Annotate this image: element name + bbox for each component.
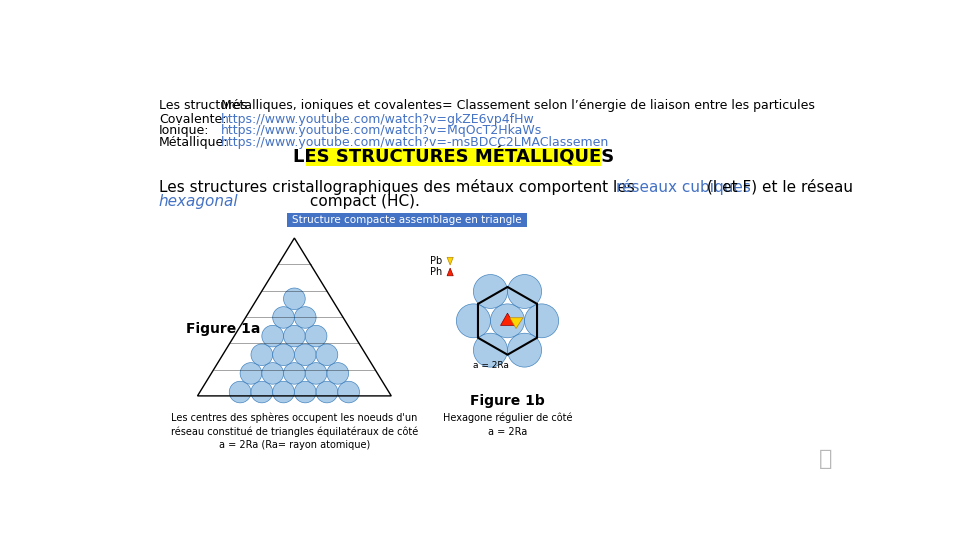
Circle shape (273, 381, 295, 403)
Text: Hexagone régulier de côté
a = 2Ra: Hexagone régulier de côté a = 2Ra (443, 413, 572, 436)
Circle shape (316, 381, 338, 403)
Text: https://www.youtube.com/watch?v=MqOcT2HkaWs: https://www.youtube.com/watch?v=MqOcT2Hk… (221, 124, 542, 137)
Circle shape (262, 325, 283, 347)
Circle shape (473, 333, 508, 367)
Circle shape (524, 304, 559, 338)
Text: réseaux cubiques: réseaux cubiques (615, 179, 751, 195)
Text: hexagonal: hexagonal (158, 194, 238, 209)
Text: Métalliques, ioniques et covalentes= Classement selon l’énergie de liaison entre: Métalliques, ioniques et covalentes= Cla… (221, 99, 815, 112)
Circle shape (456, 304, 491, 338)
Text: LES STRUCTURES MÉTALLIQUES: LES STRUCTURES MÉTALLIQUES (293, 148, 613, 167)
Circle shape (295, 344, 316, 366)
Circle shape (283, 288, 305, 309)
Circle shape (491, 304, 524, 338)
Text: a = 2Ra: a = 2Ra (472, 361, 509, 370)
Circle shape (229, 381, 251, 403)
Text: Figure 1a: Figure 1a (186, 322, 260, 336)
Text: 🔊: 🔊 (819, 449, 832, 469)
Text: Les structures cristallographiques des métaux comportent les: Les structures cristallographiques des m… (158, 179, 639, 195)
Circle shape (251, 344, 273, 366)
Text: Les centres des sphères occupent les noeuds d'un
réseau constitué de triangles é: Les centres des sphères occupent les noe… (171, 413, 418, 450)
FancyBboxPatch shape (306, 148, 601, 166)
Circle shape (305, 325, 327, 347)
Polygon shape (447, 268, 453, 276)
Polygon shape (510, 318, 523, 328)
Polygon shape (447, 257, 453, 265)
Circle shape (240, 363, 262, 384)
Circle shape (273, 307, 295, 328)
Circle shape (473, 274, 508, 308)
Circle shape (338, 381, 359, 403)
Text: https://www.youtube.com/watch?v=gkZE6vp4fHw: https://www.youtube.com/watch?v=gkZE6vp4… (221, 112, 535, 125)
Text: Structure compacte assemblage en triangle: Structure compacte assemblage en triangl… (292, 214, 521, 225)
Circle shape (283, 363, 305, 384)
Text: Pb: Pb (430, 256, 443, 266)
Text: compact (HC).: compact (HC). (304, 194, 420, 209)
Circle shape (262, 363, 283, 384)
Circle shape (508, 274, 541, 308)
Polygon shape (500, 313, 515, 326)
FancyBboxPatch shape (287, 213, 527, 226)
Circle shape (508, 333, 541, 367)
Text: (I et F) et le réseau: (I et F) et le réseau (702, 179, 852, 194)
Text: Métallique:: Métallique: (158, 137, 228, 150)
Text: Ph: Ph (430, 267, 443, 277)
Circle shape (251, 381, 273, 403)
Circle shape (295, 381, 316, 403)
Text: Ionique:: Ionique: (158, 124, 209, 137)
Circle shape (305, 363, 327, 384)
Circle shape (316, 344, 338, 366)
Text: https://www.youtube.com/watch?v=-msBDCC2LMAClassemen: https://www.youtube.com/watch?v=-msBDCC2… (221, 137, 609, 150)
Text: Figure 1b: Figure 1b (470, 394, 545, 408)
Text: Les structures: Les structures (158, 99, 247, 112)
Circle shape (327, 363, 348, 384)
Circle shape (295, 307, 316, 328)
Text: Covalente:: Covalente: (158, 112, 227, 125)
Circle shape (283, 325, 305, 347)
Circle shape (273, 344, 295, 366)
